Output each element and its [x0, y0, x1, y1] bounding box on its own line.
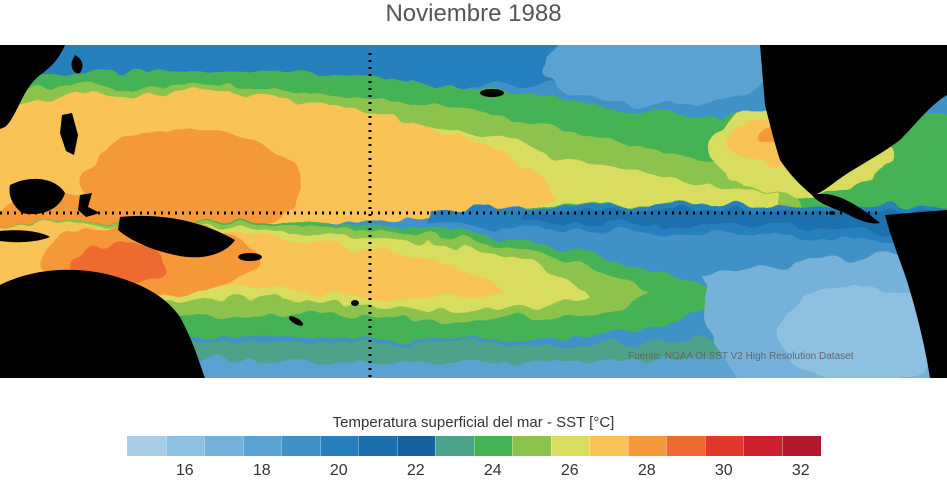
philippines-islands	[60, 113, 78, 155]
colorbar-tick-label: 30	[714, 462, 733, 479]
colorbar-segment	[165, 436, 205, 456]
land-masses	[0, 45, 947, 378]
colorbar-divider	[281, 436, 282, 456]
colorbar-segment	[666, 436, 705, 456]
colorbar-divider	[512, 436, 513, 456]
colorbar-divider	[550, 436, 552, 456]
colorbar-segment	[704, 436, 744, 456]
new-caledonia-island	[288, 316, 304, 326]
colorbar-tick-label: 20	[329, 462, 348, 479]
colorbar-segment	[550, 436, 590, 456]
colorbar-divider	[435, 436, 436, 456]
japan-island	[71, 55, 83, 74]
colorbar-tick-label: 16	[175, 462, 194, 479]
colorbar-divider	[589, 436, 590, 456]
colorbar-divider	[242, 436, 244, 456]
colorbar-tick-label: 18	[252, 462, 271, 479]
colorbar-tick-label: 32	[791, 462, 810, 479]
colorbar-segment	[242, 436, 282, 456]
colorbar-segment	[627, 436, 667, 456]
sst-map	[0, 45, 947, 378]
reference-lines	[0, 53, 880, 378]
colorbar-segment	[204, 436, 243, 456]
colorbar-divider	[781, 436, 783, 456]
colorbar-divider	[704, 436, 706, 456]
colorbar-divider	[319, 436, 321, 456]
colorbar-divider	[473, 436, 475, 456]
colorbar-divider	[204, 436, 205, 456]
colorbar-divider	[743, 436, 744, 456]
colorbar-ticks: 16 18 20 22 24 26 28 30 32	[127, 462, 820, 480]
colorbar-divider	[396, 436, 398, 456]
new-guinea-island	[118, 215, 235, 258]
colorbar-segment	[743, 436, 782, 456]
java-island	[0, 230, 50, 243]
sulawesi-island	[78, 193, 100, 217]
colorbar-divider	[627, 436, 629, 456]
asia-landmass	[0, 45, 65, 129]
colorbar-tick-label: 22	[406, 462, 425, 479]
colorbar-tick-label: 28	[637, 462, 656, 479]
colorbar-segment	[319, 436, 359, 456]
north-america-landmass	[760, 45, 947, 195]
colorbar-tick-label: 24	[483, 462, 502, 479]
sst-map-svg	[0, 45, 947, 378]
south-america-landmass	[885, 210, 947, 378]
colorbar-segment	[512, 436, 551, 456]
colorbar-label: Temperatura superficial del mar - SST [°…	[332, 414, 615, 431]
colorbar-segment	[127, 436, 166, 456]
colorbar-tick-label: 26	[560, 462, 579, 479]
solomon-islands	[238, 253, 262, 261]
colorbar-divider	[165, 436, 167, 456]
borneo-island	[9, 178, 65, 215]
central-america-landmass	[812, 193, 880, 224]
australia-landmass	[0, 269, 205, 378]
map-title: Noviembre 1988	[385, 0, 562, 27]
colorbar-segment	[281, 436, 320, 456]
colorbar-segment	[358, 436, 397, 456]
colorbar-divider	[666, 436, 667, 456]
colorbar-segment	[589, 436, 628, 456]
colorbar-segment	[473, 436, 513, 456]
fiji-island	[351, 300, 359, 306]
source-note: Fuente: NOAA OI SST V2 High Resolution D…	[628, 351, 854, 362]
colorbar-segment	[396, 436, 436, 456]
hawaii-islands	[480, 89, 504, 97]
colorbar-divider	[358, 436, 359, 456]
colorbar-segment	[781, 436, 821, 456]
colorbar	[127, 436, 821, 456]
colorbar-segment	[435, 436, 474, 456]
